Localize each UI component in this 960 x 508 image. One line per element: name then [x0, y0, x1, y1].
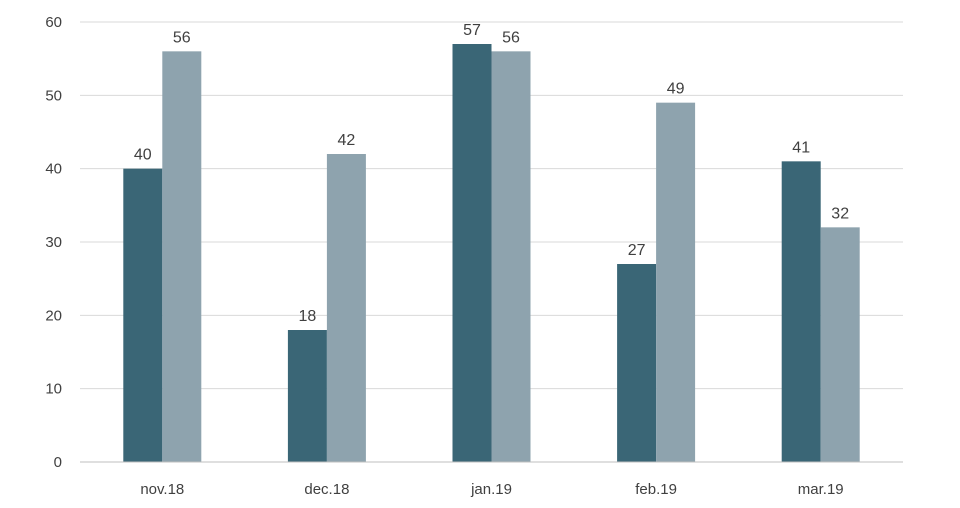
- data-label: 49: [667, 81, 685, 98]
- data-label: 56: [173, 29, 191, 46]
- bar-jan.19-series-2: [491, 51, 531, 462]
- bar-mar.19-series-1: [781, 161, 821, 463]
- data-labels: 40 56 18 42 57 56 27 49 41 32: [134, 22, 849, 325]
- data-label: 56: [502, 29, 520, 46]
- bar-dec.18-series-2: [326, 154, 366, 462]
- bar-nov.18-series-1: [123, 168, 163, 462]
- data-label: 57: [463, 22, 481, 39]
- x-tick-label: mar.19: [798, 481, 844, 498]
- y-tick-label: 30: [45, 234, 62, 251]
- data-label: 40: [134, 147, 152, 164]
- data-label: 27: [628, 242, 646, 259]
- y-tick-label: 20: [45, 307, 62, 324]
- x-tick-label: nov.18: [140, 481, 184, 498]
- y-axis-tick-labels: 0 10 20 30 40 50 60: [45, 14, 62, 471]
- bars: [123, 44, 860, 463]
- y-tick-label: 10: [45, 381, 62, 398]
- data-label: 32: [831, 205, 849, 222]
- x-axis-tick-labels: nov.18 dec.18 jan.19 feb.19 mar.19: [140, 481, 843, 498]
- y-tick-label: 40: [45, 161, 62, 178]
- x-tick-label: feb.19: [635, 481, 677, 498]
- data-label: 42: [338, 132, 356, 149]
- bar-dec.18-series-1: [287, 330, 327, 462]
- y-tick-label: 50: [45, 87, 62, 104]
- x-tick-label: dec.18: [304, 481, 349, 498]
- bar-nov.18-series-2: [162, 51, 202, 462]
- bar-feb.19-series-2: [656, 102, 696, 463]
- y-tick-label: 0: [54, 454, 62, 471]
- x-tick-label: jan.19: [470, 481, 512, 498]
- data-label: 18: [299, 308, 317, 325]
- bar-feb.19-series-1: [617, 264, 657, 462]
- data-label: 41: [792, 139, 810, 156]
- bar-mar.19-series-2: [820, 227, 860, 462]
- bar-jan.19-series-1: [452, 44, 492, 462]
- y-tick-label: 60: [45, 14, 62, 31]
